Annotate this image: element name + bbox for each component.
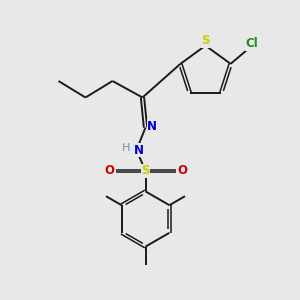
Text: Cl: Cl xyxy=(245,37,258,50)
Text: N: N xyxy=(134,143,144,157)
Text: N: N xyxy=(147,119,157,133)
Text: O: O xyxy=(104,164,114,178)
Text: O: O xyxy=(177,164,187,178)
Text: S: S xyxy=(141,164,150,178)
Text: S: S xyxy=(201,34,210,47)
Text: H: H xyxy=(122,142,130,153)
